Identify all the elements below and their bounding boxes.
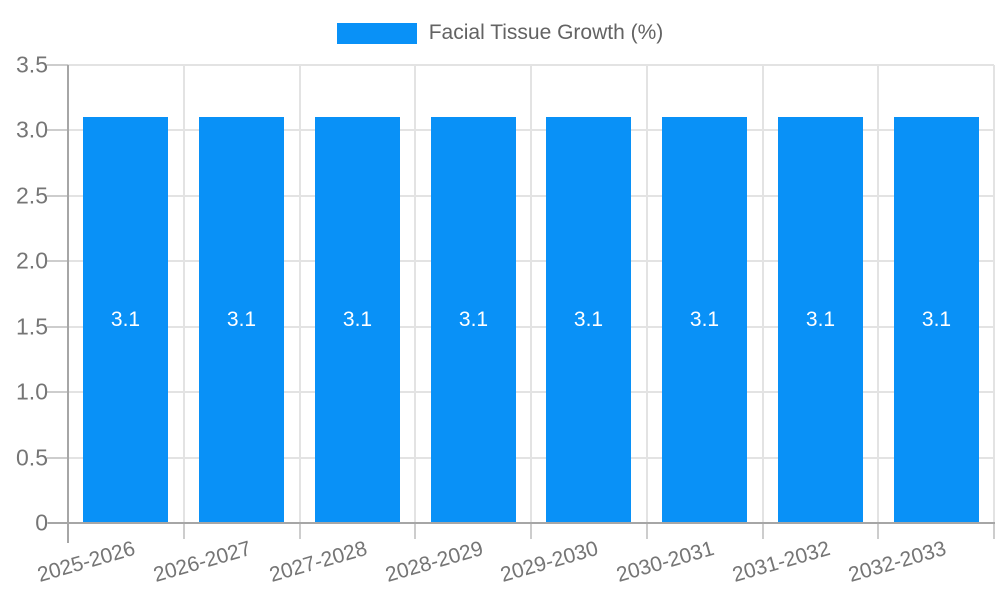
y-axis-tick-label: 0 (35, 509, 48, 536)
bar-value-label: 3.1 (805, 308, 836, 331)
bar-value-label: 3.1 (921, 308, 952, 331)
y-axis-tick-label: 3.0 (16, 116, 48, 143)
y-tick (47, 129, 68, 131)
bar-value-label: 3.1 (689, 308, 720, 331)
x-tick (530, 523, 532, 539)
legend-swatch-icon (336, 22, 417, 44)
x-axis-tick-label: 2029-2030 (498, 537, 602, 587)
y-axis-tick-label: 1.5 (16, 313, 48, 340)
bar-value-label: 3.1 (573, 308, 604, 331)
legend-label: Facial Tissue Growth (%) (428, 21, 664, 44)
bar (199, 117, 284, 523)
x-axis-tick-label: 2025-2026 (35, 537, 139, 587)
x-gridline (993, 65, 995, 523)
y-tick (47, 326, 68, 328)
y-axis-line (67, 65, 69, 543)
x-tick (183, 523, 185, 539)
y-axis-tick-label: 0.5 (16, 444, 48, 471)
x-axis-tick-label: 2028-2029 (382, 537, 486, 587)
x-gridline (530, 65, 532, 523)
y-axis-tick-label: 2.5 (16, 182, 48, 209)
bar-value-label: 3.1 (226, 308, 257, 331)
x-gridline (646, 65, 648, 523)
y-tick (47, 391, 68, 393)
bar-value-label: 3.1 (458, 308, 489, 331)
y-tick (47, 457, 68, 459)
y-axis-tick-label: 2.0 (16, 247, 48, 274)
x-tick (299, 523, 301, 539)
bar (546, 117, 631, 523)
bar-value-label: 3.1 (110, 308, 141, 331)
y-tick (47, 64, 68, 66)
x-gridline (183, 65, 185, 523)
bar-value-label: 3.1 (342, 308, 373, 331)
chart-legend: Facial Tissue Growth (%) (0, 18, 1000, 48)
bar (431, 117, 516, 523)
y-axis-tick-label: 1.0 (16, 378, 48, 405)
bar (778, 117, 863, 523)
bar (315, 117, 400, 523)
bar (83, 117, 168, 523)
x-gridline (414, 65, 416, 523)
y-tick (47, 260, 68, 262)
x-tick (993, 523, 995, 539)
bar (662, 117, 747, 523)
x-gridline (299, 65, 301, 523)
x-tick (414, 523, 416, 539)
y-tick (47, 195, 68, 197)
x-axis-tick-label: 2027-2028 (266, 537, 370, 587)
bar (894, 117, 979, 523)
x-tick (646, 523, 648, 539)
x-axis-tick-label: 2026-2027 (151, 537, 254, 587)
x-gridline (877, 65, 879, 523)
x-axis-tick-label: 2030-2031 (614, 537, 717, 587)
y-axis-tick-label: 3.5 (16, 51, 48, 78)
x-tick (877, 523, 879, 539)
x-tick (762, 523, 764, 539)
x-axis-line (48, 522, 995, 524)
x-axis-tick-label: 2032-2033 (845, 537, 949, 587)
x-axis-tick-label: 2031-2032 (729, 537, 833, 587)
x-gridline (762, 65, 764, 523)
